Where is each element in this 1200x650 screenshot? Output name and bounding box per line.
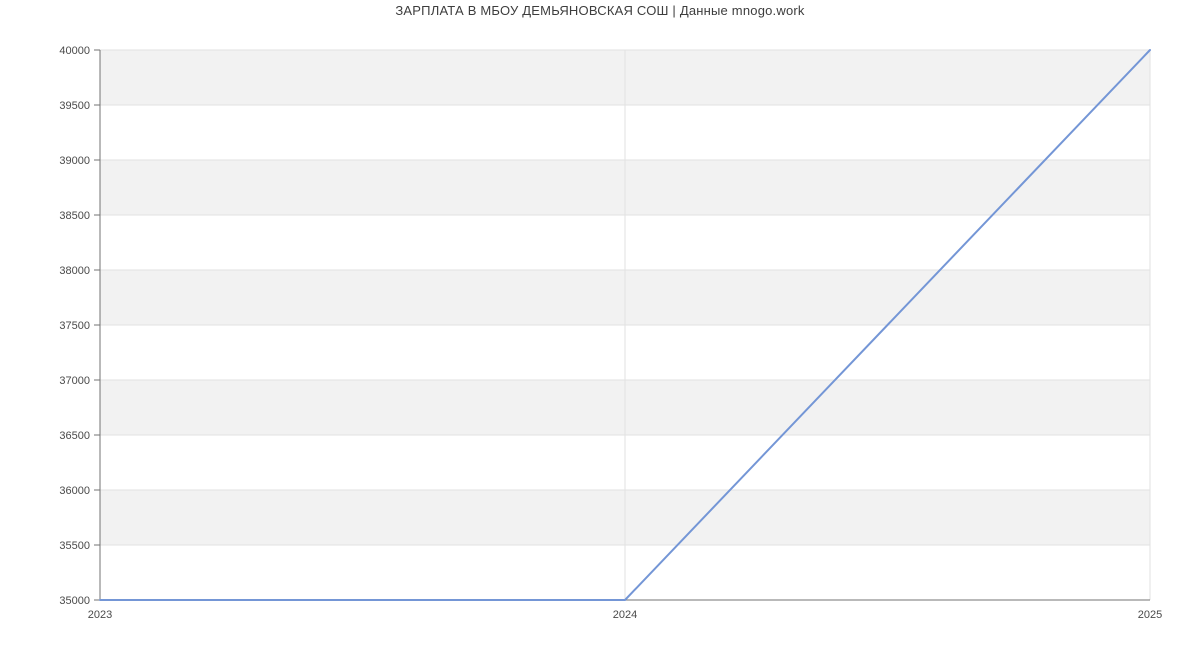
y-tick-label: 36000 [59, 485, 90, 497]
y-tick-label: 36500 [59, 430, 90, 442]
y-tick-label: 39500 [59, 100, 90, 112]
y-tick-label: 38500 [59, 210, 90, 222]
y-tick-label: 37000 [59, 375, 90, 387]
y-tick-label: 35500 [59, 540, 90, 552]
y-tick-label: 40000 [59, 45, 90, 57]
x-tick-label: 2025 [1138, 609, 1162, 621]
x-tick-label: 2024 [613, 609, 637, 621]
salary-line-series [99, 49, 1151, 601]
chart-title: ЗАРПЛАТА В МБОУ ДЕМЬЯНОВСКАЯ СОШ | Данны… [395, 3, 805, 18]
x-tick-label: 2023 [88, 609, 112, 621]
y-tick-label: 35000 [59, 595, 90, 607]
y-tick-label: 37500 [59, 320, 90, 332]
y-tick-label: 38000 [59, 265, 90, 277]
y-tick-label: 39000 [59, 155, 90, 167]
